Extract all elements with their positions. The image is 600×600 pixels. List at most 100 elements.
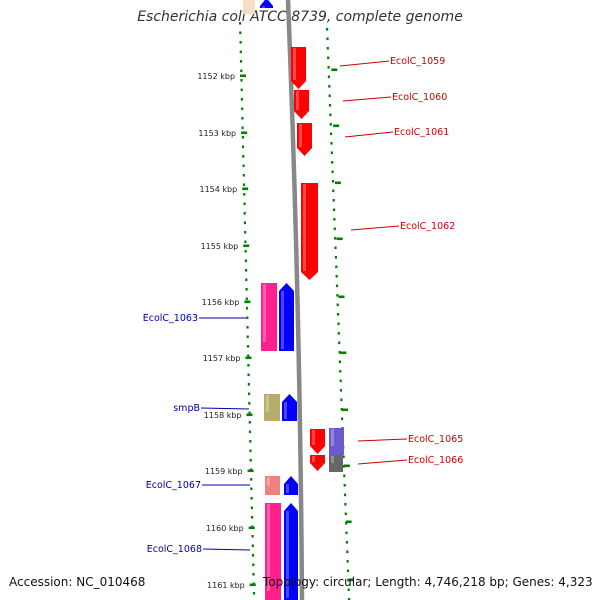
tick-dot [242, 183, 246, 187]
tick-dot [328, 104, 332, 107]
gene-highlight [286, 511, 289, 598]
tick-dot [326, 47, 329, 50]
tick-dot [243, 202, 246, 206]
tick-dot [249, 459, 252, 462]
tick-dot [247, 364, 250, 367]
gene-label-leader [357, 459, 408, 465]
gene-highlight [303, 184, 306, 271]
tick-dot [241, 126, 244, 130]
tick-dot [335, 284, 339, 288]
tick-dot [346, 550, 349, 554]
tick-dot [241, 136, 244, 139]
gene-label-leader [357, 438, 408, 442]
gene-label-leader [200, 407, 250, 410]
tick-dot [335, 265, 338, 269]
tick-dot [328, 85, 331, 88]
outer-major-tick [333, 124, 340, 128]
tick-dot [243, 212, 246, 215]
major-tick [249, 583, 256, 587]
accession-text: Accession: NC_010468 [9, 575, 146, 589]
kbp-label: 1157 kbp [203, 354, 241, 363]
tick-dot [346, 560, 349, 563]
gene-label-leader [342, 96, 392, 102]
g1063b-gene-shape [279, 283, 294, 351]
tick-dot [242, 155, 245, 158]
ecolc_1067-gene-shape [265, 476, 280, 495]
tick-dot [340, 398, 343, 402]
kbp-label: 1156 kbp [202, 298, 240, 307]
outer-major-tick [343, 464, 350, 468]
g1066b-gene-shape [329, 455, 343, 472]
tick-dot [339, 379, 342, 383]
tick-dot [339, 370, 342, 373]
tick-dot [345, 531, 348, 535]
gene-highlight [266, 395, 269, 412]
tick-dot [245, 269, 248, 272]
tick-dot [330, 151, 333, 155]
tick-dot [334, 237, 337, 240]
tick-dot [248, 430, 252, 434]
tick-dot [329, 113, 332, 117]
tick-dot [242, 164, 245, 168]
gene-highlight [293, 48, 296, 80]
tick-dot [345, 522, 348, 525]
tick-dot [336, 294, 339, 297]
tick-dot [239, 60, 243, 63]
tick-dot [342, 455, 345, 459]
tick-dot [348, 598, 351, 600]
tick-dot [239, 41, 242, 44]
tick-dot [331, 170, 334, 174]
gene-label: EcolC_1063 [143, 313, 198, 324]
gene-label: EcolC_1065 [408, 434, 463, 445]
tick-dot [251, 544, 254, 548]
kbp-label: 1159 kbp [205, 467, 243, 476]
tick-dot [252, 592, 256, 595]
tick-dot [246, 326, 249, 329]
tick-dot [326, 28, 329, 31]
gene-label-leader [350, 225, 400, 231]
kbp-label: 1155 kbp [201, 242, 239, 251]
gene-highlight [312, 456, 315, 462]
outer-major-tick [345, 520, 352, 524]
tick-dot [250, 487, 253, 491]
gene-label: EcolC_1062 [400, 221, 455, 232]
kbp-label: 1160 kbp [206, 524, 244, 533]
g1065b-gene-shape [329, 428, 344, 455]
tick-dot [334, 256, 337, 259]
backbone-line [285, 0, 305, 600]
kbp-label: 1158 kbp [204, 411, 242, 420]
gene-label-leader [344, 131, 394, 138]
gene-highlight [312, 430, 315, 445]
tick-dot [328, 94, 331, 98]
tick-dot [336, 303, 339, 307]
gene-highlight [267, 504, 270, 591]
summary-text: Topology: circular; Length: 4,746,218 bp… [263, 575, 593, 589]
gene-highlight [262, 6, 265, 8]
tick-dot [244, 259, 247, 263]
g1067b-gene-shape [284, 476, 298, 495]
major-tick [241, 131, 248, 135]
tick-dot [248, 411, 251, 415]
ecolc_1062-gene-shape [301, 183, 318, 280]
gene-label-leader [202, 548, 251, 551]
tick-dot [246, 335, 249, 339]
kbp-label: 1161 kbp [207, 581, 245, 590]
outer-major-tick [338, 295, 345, 299]
major-tick [242, 187, 249, 191]
tick-dot [245, 307, 249, 310]
tick-dot [345, 541, 348, 544]
tick-dot [248, 392, 251, 396]
tick-dot [249, 449, 252, 453]
tick-dot [242, 145, 245, 149]
kbp-label: 1153 kbp [198, 129, 236, 138]
tick-dot [243, 221, 246, 225]
tick-dot [244, 240, 247, 244]
tick-dot [327, 75, 330, 79]
gene-highlight [299, 124, 302, 147]
gene-label: EcolC_1059 [390, 56, 445, 67]
tick-dot [239, 31, 242, 35]
tick-dot [343, 484, 346, 487]
tick-dot [332, 189, 335, 193]
ecolc_1059-gene-shape [291, 47, 306, 89]
tick-dot [240, 69, 243, 73]
